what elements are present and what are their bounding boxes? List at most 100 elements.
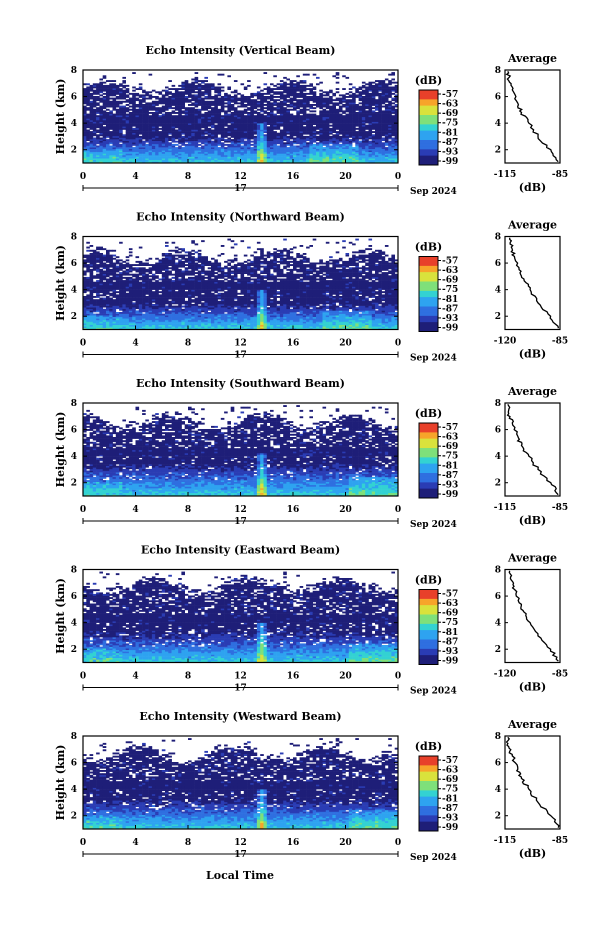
heatmap-cell [194,145,199,148]
heatmap-cell [358,86,363,89]
heatmap-cell [171,148,176,151]
heatmap-cell [99,84,103,87]
heatmap-cell [201,116,205,119]
heatmap-cell [174,143,179,146]
heatmap-cell [138,86,143,89]
heatmap-cell [178,97,182,100]
heatmap-cell [112,147,117,149]
heatmap-cell [224,140,228,143]
heatmap-cell [112,86,117,89]
heatmap-cell [188,158,192,161]
heatmap-cell [119,92,123,95]
heatmap-cell [217,155,222,157]
heatmap-cell [109,292,113,295]
heatmap-cell [361,84,366,87]
heatmap-cell [115,153,120,156]
heatmap-cell [112,107,117,110]
heatmap-cell [155,116,159,119]
heatmap-cell [142,89,146,92]
heatmap-cell [92,118,97,121]
heatmap-cell [99,121,103,124]
heatmap-cell [151,89,156,92]
heatmap-cell [237,126,241,129]
heatmap-cell [102,145,107,148]
heatmap-cell [174,100,179,103]
heatmap-cell [112,84,117,87]
heatmap-cell [371,84,376,87]
heatmap-cell [112,92,117,95]
heatmap-cell [83,153,87,156]
heatmap-cell [165,161,169,164]
heatmap-cell [99,88,103,90]
heatmap-cell [220,135,225,138]
heatmap-cell [125,91,130,94]
heatmap-cell [148,108,153,111]
heatmap-cell [112,115,117,118]
heatmap-cell [145,150,149,153]
heatmap-cell [142,150,146,153]
heatmap-cell [388,80,392,82]
heatmap-cell [204,116,208,119]
heatmap-cell [165,159,169,162]
heatmap-cell [89,139,94,141]
heatmap-cell [168,120,172,122]
x-tick-label: 4 [132,172,138,182]
heatmap-cell [188,104,192,106]
heatmap-cell [102,270,107,273]
heatmap-cell [345,96,350,98]
heatmap-cell [247,129,251,132]
heatmap-cell [86,135,90,138]
heatmap-cell [165,131,169,133]
heatmap-cell [106,118,110,121]
heatmap-cell [230,107,235,110]
heatmap-cell [138,96,143,98]
heatmap-cell [184,137,189,140]
heatmap-cell [89,104,94,106]
heatmap-cell [214,132,218,135]
heatmap-cell [142,115,146,118]
heatmap-cell [99,112,103,114]
heatmap-cell [109,112,113,114]
heatmap-cell [138,155,143,157]
heatmap-cell [138,104,143,106]
heatmap-cell [237,143,241,146]
heatmap-cell [273,107,277,110]
heatmap-cell [230,153,235,156]
heatmap-cell [204,121,208,124]
heatmap-cell [106,97,110,100]
heatmap-cell [184,140,189,143]
heatmap-cell [106,96,110,98]
heatmap-cell [132,124,136,127]
heatmap-cell [220,156,225,159]
heatmap-cell [86,107,90,110]
heatmap-cell [112,105,117,108]
heatmap-cell [194,139,199,141]
heatmap-cell [322,91,327,94]
heatmap-cell [230,113,235,116]
heatmap-cell [99,116,103,119]
heatmap-cell [233,108,238,111]
heatmap-cell [194,151,199,154]
heatmap-cell [168,88,172,90]
heatmap-cell [214,113,218,116]
heatmap-cell [207,91,212,94]
heatmap-cell [161,121,166,124]
heatmap-cell [96,112,100,114]
heatmap-cell [145,124,149,127]
heatmap-cell [89,105,94,108]
heatmap-cell [233,142,238,145]
heatmap-cell [178,147,182,149]
heatmap-cell [283,81,287,84]
heatmap-cell [148,120,153,122]
heatmap-cell [224,156,228,159]
heatmap-cell [138,127,143,130]
heatmap-cell [102,134,107,137]
heatmap-cell [155,91,159,94]
heatmap-cell [365,131,369,133]
heatmap-cell [89,268,94,271]
heatmap-cell [132,135,136,138]
heatmap-cell [233,112,238,114]
heatmap-cell [240,126,245,129]
heatmap-cell [233,129,238,132]
heatmap-cell [260,92,264,95]
